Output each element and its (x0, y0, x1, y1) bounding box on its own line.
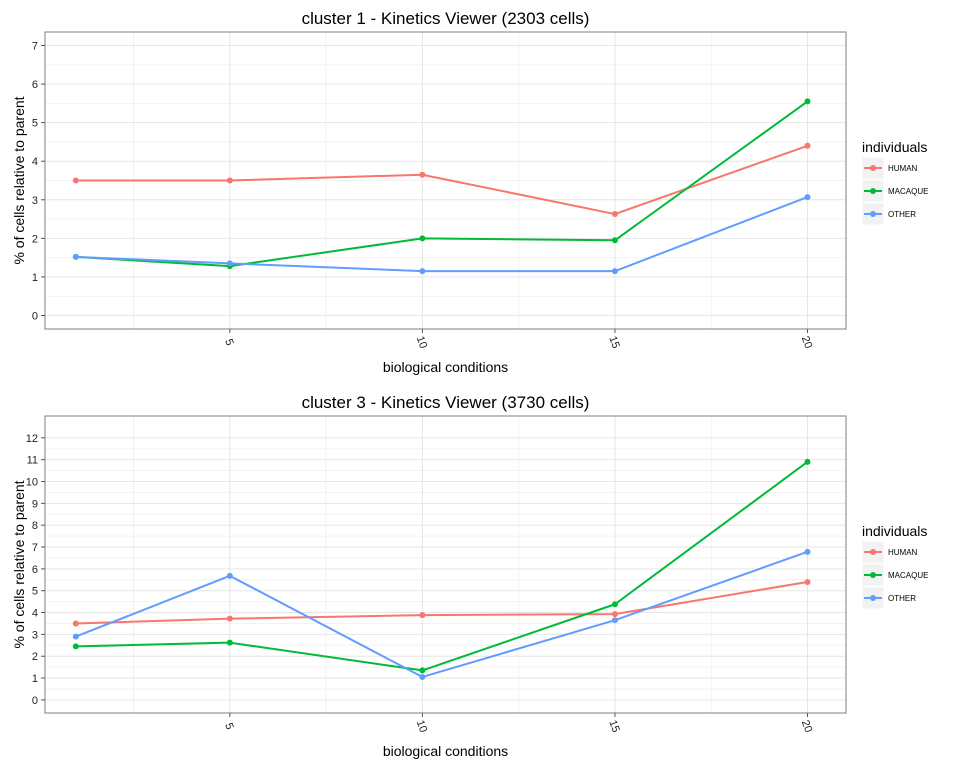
legend-label-human: HUMAN (888, 164, 918, 173)
legend-key-point-other (870, 595, 876, 601)
data-point-human (72, 620, 79, 627)
data-point-macaque (804, 458, 811, 465)
chart-title: cluster 3 - Kinetics Viewer (3730 cells) (302, 393, 590, 412)
data-point-other (72, 253, 79, 260)
plot-border (44, 31, 847, 330)
x-tick-label: 15 (606, 335, 621, 351)
y-tick-label: 10 (26, 477, 38, 489)
plot-area (45, 416, 846, 713)
y-tick-label: 2 (32, 233, 38, 245)
data-point-other (611, 617, 618, 624)
series-human (72, 578, 811, 627)
data-point-human (72, 177, 79, 184)
y-tick-label: 0 (32, 311, 38, 323)
x-tick-label: 5 (222, 721, 235, 731)
y-tick-label: 9 (32, 498, 38, 510)
y-tick-label: 7 (32, 542, 38, 554)
data-point-human (611, 211, 618, 218)
y-tick-label: 7 (32, 41, 38, 53)
data-point-human (419, 171, 426, 178)
y-tick-label: 1 (32, 673, 38, 685)
chart-panel-2: cluster 3 - Kinetics Viewer (3730 cells)… (0, 384, 960, 768)
data-point-human (419, 612, 426, 619)
y-tick-label: 3 (32, 195, 38, 207)
y-axis-label: % of cells relative to parent (11, 480, 27, 648)
x-tick-label: 15 (606, 719, 621, 735)
data-point-other (72, 633, 79, 640)
y-tick-label: 6 (32, 79, 38, 91)
data-point-macaque (419, 235, 426, 242)
chart-panel-1: cluster 1 - Kinetics Viewer (2303 cells)… (11, 9, 928, 375)
legend-key-point-other (870, 211, 876, 217)
data-point-macaque (72, 643, 79, 650)
legend-title: individuals (862, 523, 927, 539)
data-point-macaque (611, 237, 618, 244)
y-tick-label: 12 (26, 433, 38, 445)
legend: individuals HUMAN MACAQUE OTHER (861, 139, 928, 226)
data-point-macaque (419, 667, 426, 674)
legend-label-macaque: MACAQUE (888, 571, 928, 580)
series-other (72, 194, 811, 275)
y-tick-label: 2 (32, 651, 38, 663)
data-point-other (419, 673, 426, 680)
x-tick-label: 10 (414, 719, 429, 735)
y-tick-label: 5 (32, 586, 38, 598)
x-tick-label: 5 (222, 337, 235, 347)
data-point-human (226, 177, 233, 184)
legend-label-macaque: MACAQUE (888, 187, 928, 196)
data-point-other (226, 260, 233, 267)
y-tick-label: 0 (32, 695, 38, 707)
legend-label-other: OTHER (888, 210, 916, 219)
data-point-human (611, 611, 618, 618)
y-axis-label: % of cells relative to parent (11, 96, 27, 264)
data-point-other (804, 194, 811, 201)
chart-title: cluster 1 - Kinetics Viewer (2303 cells) (302, 9, 590, 28)
x-tick-label: 20 (799, 719, 814, 735)
chart-1: cluster 1 - Kinetics Viewer (2303 cells)… (11, 9, 928, 375)
data-point-other (226, 572, 233, 579)
data-point-human (804, 578, 811, 585)
data-point-macaque (611, 601, 618, 608)
chart-2: cluster 3 - Kinetics Viewer (3730 cells)… (11, 393, 928, 759)
y-tick-label: 8 (32, 520, 38, 532)
series-human (72, 142, 811, 218)
legend-key-point-human (870, 549, 876, 555)
grid (45, 416, 846, 713)
legend-label-other: OTHER (888, 594, 916, 603)
y-tick-label: 6 (32, 564, 38, 576)
legend: individuals HUMAN MACAQUE OTHER (861, 523, 928, 610)
legend-key-point-macaque (870, 188, 876, 194)
data-point-macaque (226, 639, 233, 646)
x-axis-label: biological conditions (383, 359, 508, 375)
plot-border (44, 415, 847, 714)
y-tick-label: 4 (32, 608, 38, 620)
legend-key-point-macaque (870, 572, 876, 578)
legend-label-human: HUMAN (888, 548, 918, 557)
data-point-other (611, 268, 618, 275)
y-tick-label: 1 (32, 272, 38, 284)
data-point-other (419, 268, 426, 275)
legend-key-point-human (870, 165, 876, 171)
x-axis-label: biological conditions (383, 743, 508, 759)
data-point-human (804, 142, 811, 149)
legend-title: individuals (862, 139, 927, 155)
x-tick-label: 20 (799, 335, 814, 351)
y-tick-label: 4 (32, 156, 38, 168)
data-point-human (226, 615, 233, 622)
data-point-other (804, 548, 811, 555)
y-tick-label: 11 (27, 455, 38, 467)
y-tick-label: 3 (32, 629, 38, 641)
y-tick-label: 5 (32, 118, 38, 130)
series-macaque (72, 458, 811, 674)
data-point-macaque (804, 98, 811, 105)
series-other (72, 548, 811, 680)
x-tick-label: 10 (414, 335, 429, 351)
